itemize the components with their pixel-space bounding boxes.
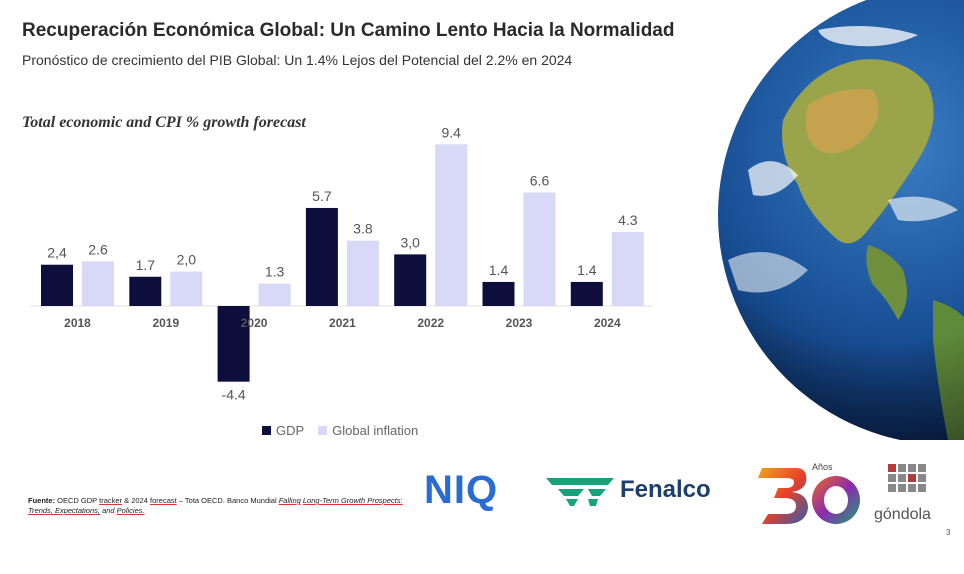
fenalco-logo: Fenalco [544,472,711,508]
legend-item-gdp: GDP [262,423,304,438]
x-tick-label-2020: 2020 [241,316,268,330]
data-label-inflation-2021: 3.8 [353,221,373,237]
30-anos-logo: Años [756,458,864,530]
data-label-inflation-2023: 6.6 [530,172,550,188]
fenalco-logo-text: Fenalco [620,476,711,503]
source-text-5: and [99,506,117,515]
gondola-logo: góndola [872,462,952,528]
data-label-gdp-2019: 1.7 [136,257,156,273]
legend-label-inflation: Global inflation [332,423,419,438]
gondola-logo-text: góndola [874,506,931,523]
x-tick-label-2019: 2019 [152,316,179,330]
bar-gdp-2021 [305,207,338,306]
source-link-longterm: Long-Term Growth Prospects: Trends, Expe… [28,496,403,515]
bar-inflation-2023 [523,192,556,306]
x-tick-label-2023: 2023 [506,316,533,330]
bar-gdp-2020 [217,306,250,382]
bar-gdp-2019 [129,276,162,306]
bar-inflation-2024 [611,232,644,306]
data-label-inflation-2024: 4.3 [618,212,638,228]
data-label-inflation-2019: 2,0 [177,252,197,268]
bar-gdp-2023 [482,281,515,306]
data-label-gdp-2020: -4.4 [222,387,246,403]
anos-label: Años [812,462,833,472]
source-note: Fuente: OECD GDP tracker & 2024 forecast… [28,496,408,516]
bar-inflation-2021 [346,240,379,306]
x-tick-label-2022: 2022 [417,316,444,330]
source-link-forecast: forecast [150,496,177,505]
gondola-grid-icon [888,464,926,492]
x-tick-label-2021: 2021 [329,316,356,330]
legend-item-inflation: Global inflation [318,423,418,438]
bar-gdp-2022 [394,254,427,306]
bar-inflation-2020 [258,283,291,306]
legend-label-gdp: GDP [276,423,305,438]
source-link-falling: Falling [278,496,301,505]
data-label-gdp-2023: 1.4 [489,262,509,278]
earth-globe-image [688,0,964,440]
data-label-gdp-2024: 1.4 [577,262,597,278]
page-title: Recuperación Económica Global: Un Camino… [22,20,675,41]
niq-logo: NIQ [424,468,499,512]
data-label-inflation-2018: 2.6 [88,241,108,257]
bar-inflation-2019 [170,271,203,306]
source-link-tracker: tracker [99,496,123,505]
chart-legend: GDP Global inflation [262,423,432,438]
source-link-policies: Policies. [116,506,145,515]
source-lead: Fuente: [28,496,56,505]
bar-chart: 2,4 2.6 2018 1.7 2,0 2019 -4.4 1.3 2020 5.7 3.8 202… [30,124,652,403]
legend-swatch-gdp [262,426,271,435]
page-number: 3 [946,528,951,537]
data-label-gdp-2022: 3,0 [400,234,420,250]
source-text-2: & 2024 [122,496,151,505]
fenalco-mark-icon [546,478,614,506]
data-label-inflation-2020: 1.3 [265,264,285,280]
chart-title: Total economic and CPI % growth forecast [22,114,306,131]
bar-gdp-2024 [570,281,603,306]
source-text-3: – Tota OECD. Banco Mundial [176,496,279,505]
bar-gdp-2018 [41,264,73,306]
bar-inflation-2022 [435,144,468,306]
source-text-1: OECD GDP [55,496,100,505]
legend-swatch-inflation [318,426,328,435]
data-label-inflation-2022: 9.4 [441,124,461,140]
x-tick-label-2018: 2018 [64,316,91,330]
x-tick-label-2024: 2024 [594,316,621,330]
data-label-gdp-2021: 5.7 [312,188,332,204]
page-subtitle: Pronóstico de crecimiento del PIB Global… [22,52,573,68]
30-anos-emblem-icon [758,468,860,524]
data-label-gdp-2018: 2,4 [47,245,67,261]
bar-inflation-2018 [82,261,114,306]
